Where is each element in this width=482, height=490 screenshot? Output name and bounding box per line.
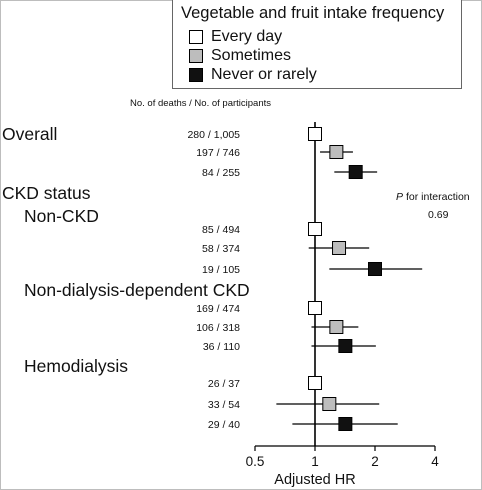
hr-marker-non-ckd-every-day — [308, 222, 322, 236]
legend-label: Sometimes — [211, 47, 292, 64]
count-label-non-dialysis-dependent-ckd-never-or-rarely: 36 / 110 — [203, 341, 240, 353]
heading-non-ckd: Non-CKD — [24, 206, 99, 226]
legend-swatch-black — [189, 68, 203, 82]
x-tick-label-4: 4 — [431, 454, 439, 469]
legend-label: Every day — [211, 28, 283, 45]
hr-marker-hemodialysis-sometimes — [322, 397, 337, 411]
hr-marker-overall-sometimes — [329, 145, 344, 159]
p-symbol: P — [396, 191, 403, 203]
legend-title: Vegetable and fruit intake frequency — [181, 4, 445, 22]
count-label-non-dialysis-dependent-ckd-every-day: 169 / 474 — [196, 303, 240, 315]
hr-marker-non-ckd-sometimes — [332, 241, 347, 255]
x-axis-label: Adjusted HR — [274, 472, 355, 488]
legend-swatch-white — [189, 30, 203, 44]
hr-marker-hemodialysis-never-or-rarely — [338, 417, 353, 431]
count-label-hemodialysis-never-or-rarely: 29 / 40 — [208, 419, 240, 431]
forest-rows: 280 / 1,005 197 / 746 84 / 255 85 / 494 58 /… — [187, 122, 423, 446]
count-label-hemodialysis-every-day: 26 / 37 — [208, 378, 240, 390]
heading-ckd-status: CKD status — [2, 183, 91, 203]
count-label-hemodialysis-sometimes: 33 / 54 — [208, 399, 240, 411]
count-label-non-dialysis-dependent-ckd-sometimes: 106 / 318 — [196, 322, 240, 334]
x-axis: 0.5 1 2 4 — [246, 445, 439, 469]
x-tick-label-1: 1 — [311, 454, 319, 469]
p-interaction-value: 0.69 — [428, 209, 449, 221]
p-interaction-text: for interaction — [406, 191, 470, 203]
count-label-non-ckd-sometimes: 58 / 374 — [202, 243, 240, 255]
count-label-overall-never-or-rarely: 84 / 255 — [202, 167, 240, 179]
hr-marker-overall-every-day — [308, 127, 322, 141]
hr-marker-hemodialysis-every-day — [308, 376, 322, 390]
heading-hemodialysis: Hemodialysis — [24, 356, 128, 376]
heading-non-dialysis-ckd: Non-dialysis-dependent CKD — [24, 280, 250, 300]
hr-marker-non-ckd-never-or-rarely — [368, 262, 382, 276]
hr-marker-overall-never-or-rarely — [348, 165, 363, 179]
count-label-overall-sometimes: 197 / 746 — [196, 147, 240, 159]
hr-marker-non-dialysis-dependent-ckd-every-day — [308, 301, 322, 315]
legend-swatch-gray — [189, 49, 203, 63]
hr-marker-non-dialysis-dependent-ckd-never-or-rarely — [338, 339, 353, 353]
x-tick-label-2: 2 — [371, 454, 379, 469]
hr-marker-non-dialysis-dependent-ckd-sometimes — [329, 320, 344, 334]
count-label-overall-every-day: 280 / 1,005 — [187, 129, 240, 141]
count-label-non-ckd-never-or-rarely: 19 / 105 — [202, 264, 240, 276]
x-tick-label-0-5: 0.5 — [246, 454, 265, 469]
heading-overall: Overall — [2, 124, 57, 144]
legend-label: Never or rarely — [211, 66, 317, 83]
legend: Vegetable and fruit intake frequency Eve… — [172, 0, 462, 89]
count-label-non-ckd-every-day: 85 / 494 — [202, 224, 240, 236]
column-header: No. of deaths / No. of participants — [130, 98, 271, 109]
